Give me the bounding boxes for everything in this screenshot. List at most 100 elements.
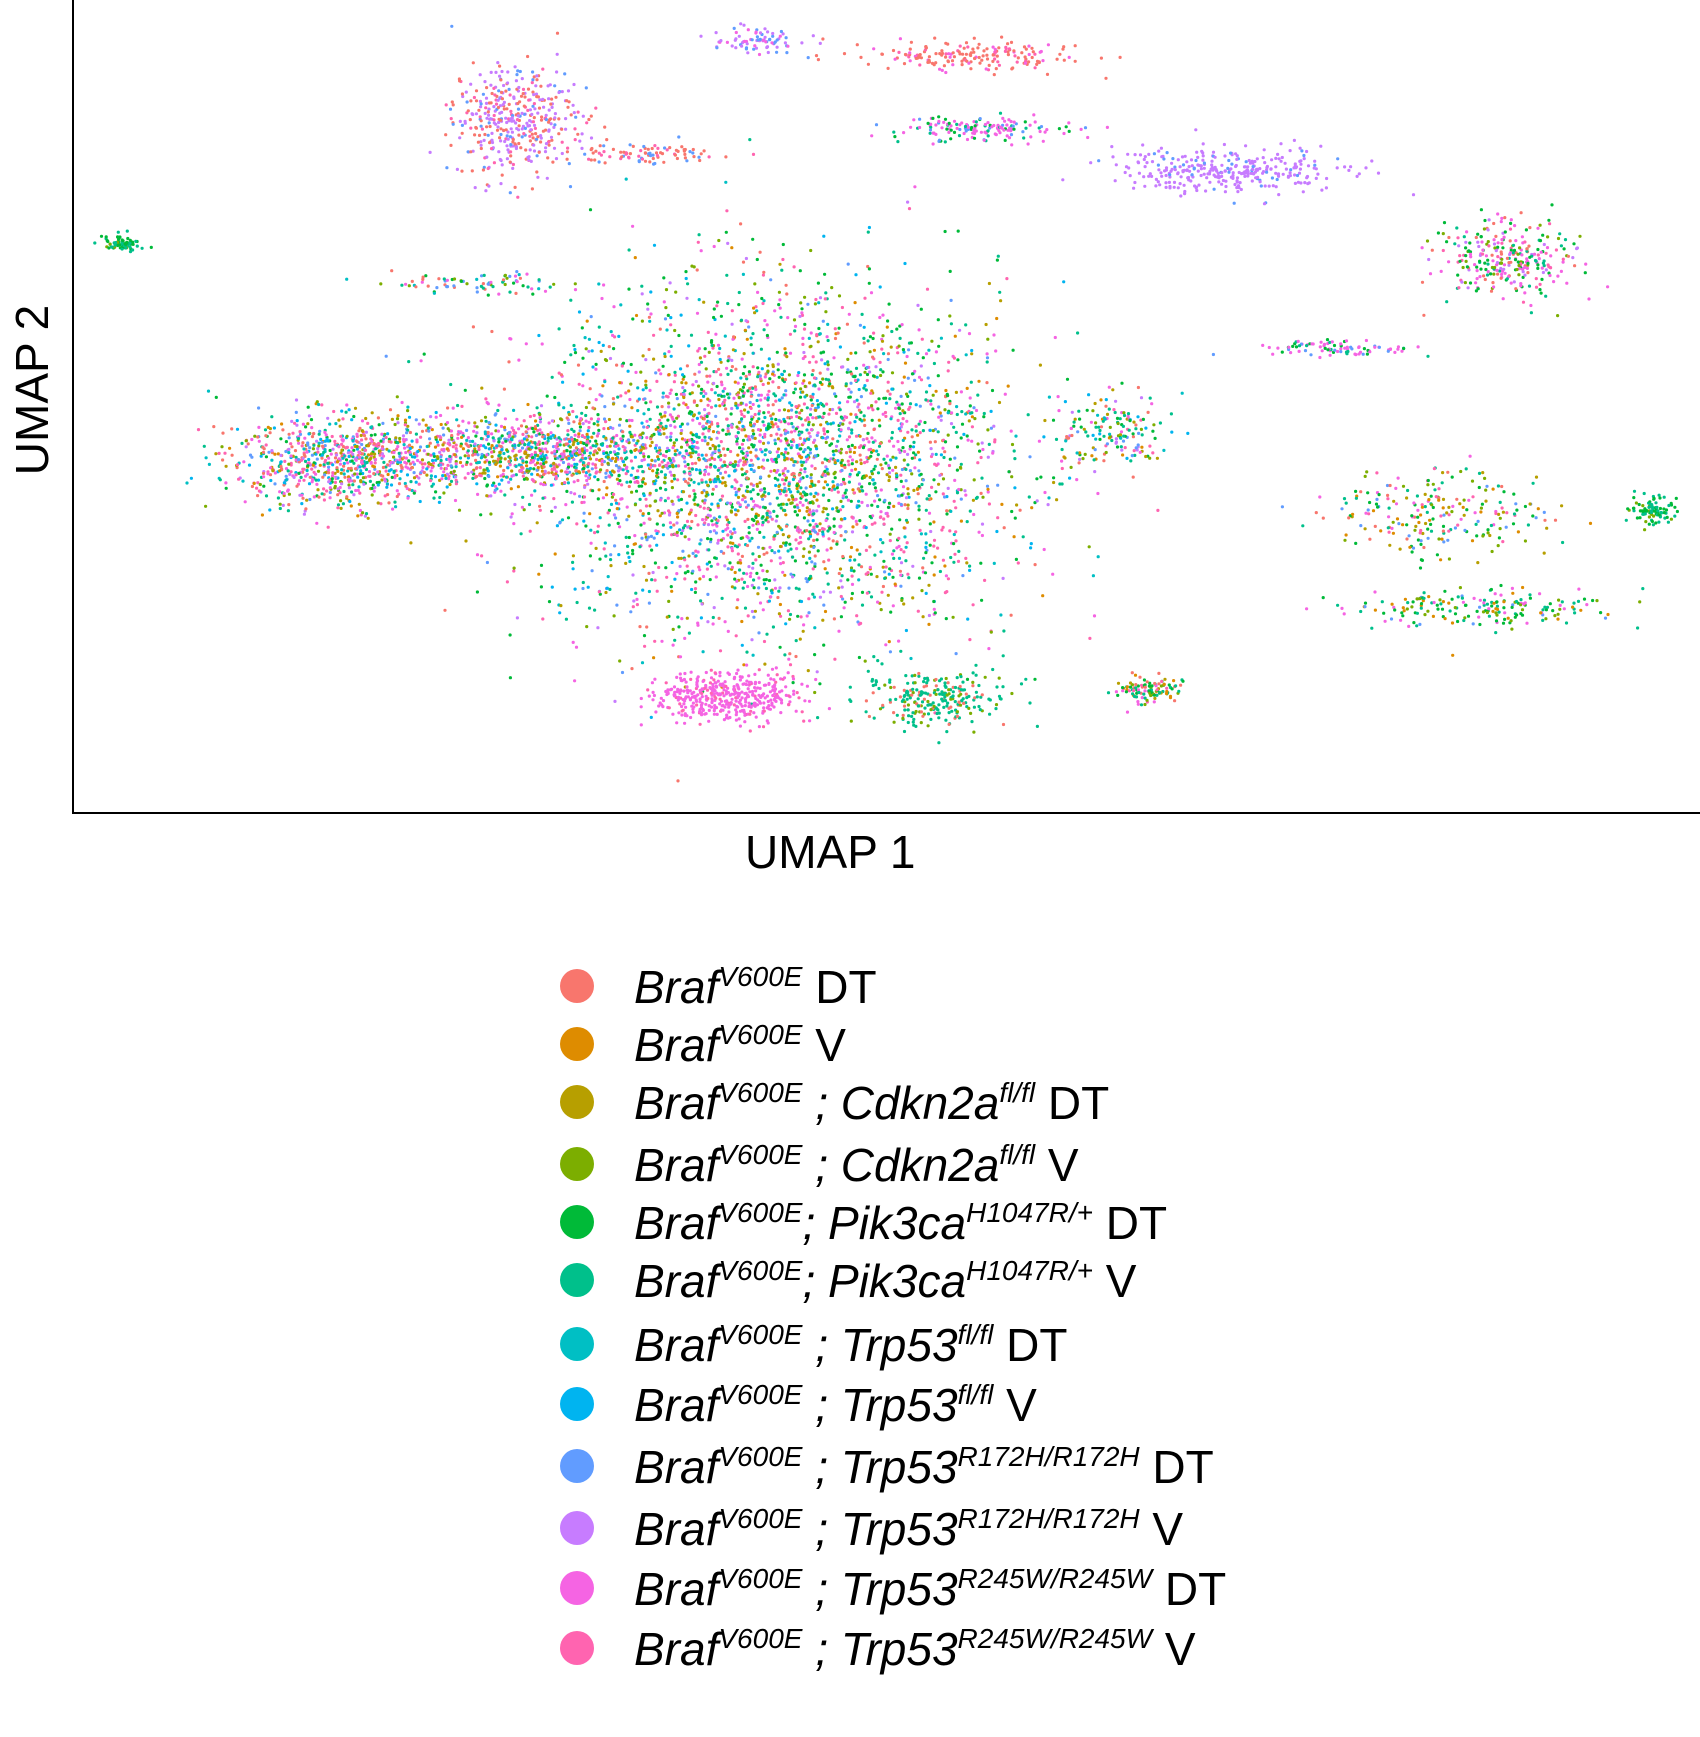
data-point (713, 391, 717, 395)
data-point (788, 332, 793, 336)
data-point (849, 412, 853, 416)
data-point (487, 474, 491, 479)
data-point (660, 460, 664, 464)
data-point (724, 180, 728, 184)
data-point (455, 449, 459, 453)
data-point (620, 483, 624, 487)
data-point (798, 528, 802, 532)
data-point (803, 322, 807, 326)
data-point (634, 370, 638, 374)
data-point (706, 592, 710, 597)
data-point (302, 512, 306, 516)
data-point (687, 344, 691, 348)
data-point (699, 616, 704, 620)
data-point (647, 601, 652, 605)
data-point (758, 439, 762, 443)
data-point (896, 418, 900, 422)
data-point (777, 484, 781, 488)
data-point (968, 396, 972, 400)
data-point (602, 427, 606, 431)
data-point (954, 430, 958, 434)
data-point (224, 486, 228, 490)
data-point (498, 460, 503, 464)
data-point (913, 466, 917, 470)
data-point (985, 484, 990, 488)
data-point (397, 482, 402, 486)
data-point (795, 486, 799, 491)
data-point (756, 290, 760, 294)
data-point (569, 298, 573, 302)
data-point (798, 269, 802, 273)
data-point (896, 351, 900, 355)
data-point (757, 465, 761, 470)
data-point (751, 499, 756, 503)
data-point (557, 371, 561, 375)
data-point (793, 329, 797, 333)
data-point (815, 447, 819, 451)
data-point (715, 384, 719, 389)
data-point (689, 677, 693, 682)
data-point (784, 524, 789, 528)
data-point (886, 514, 890, 518)
data-point (761, 497, 765, 501)
data-point (892, 504, 896, 508)
data-point (707, 350, 711, 354)
data-point (453, 453, 457, 457)
data-point (766, 458, 770, 462)
data-point (724, 432, 729, 436)
data-point (1047, 496, 1051, 500)
data-point (777, 549, 781, 553)
data-point (747, 372, 752, 376)
data-point (344, 458, 349, 462)
data-point (642, 521, 646, 525)
data-point (879, 510, 883, 514)
data-point (887, 471, 892, 475)
data-point (689, 333, 694, 337)
data-point (526, 285, 530, 289)
data-point (564, 503, 568, 507)
data-point (873, 553, 877, 557)
data-point (805, 457, 810, 461)
data-point (418, 499, 422, 504)
data-point (706, 403, 710, 407)
data-point (741, 260, 746, 264)
data-point (832, 524, 836, 528)
data-point (303, 436, 307, 440)
data-point (825, 483, 830, 487)
data-point (414, 432, 418, 436)
data-point (858, 453, 862, 457)
data-point (675, 397, 679, 401)
data-point (813, 564, 817, 569)
data-point (692, 399, 697, 403)
data-point (404, 450, 408, 455)
data-point (821, 493, 826, 497)
data-point (736, 463, 740, 468)
data-point (614, 456, 618, 461)
data-point (328, 422, 332, 426)
data-point (589, 541, 593, 545)
data-point (924, 541, 928, 545)
data-point (367, 470, 372, 474)
data-point (473, 442, 477, 446)
data-point (580, 326, 584, 330)
data-point (739, 222, 743, 226)
data-point (840, 416, 844, 420)
data-point (807, 537, 811, 541)
data-point (628, 424, 632, 428)
data-point (882, 559, 886, 563)
data-point (423, 462, 427, 466)
data-point (507, 360, 511, 364)
data-point (805, 529, 809, 533)
data-point (445, 485, 449, 489)
data-point (838, 345, 843, 349)
data-point (811, 592, 815, 596)
data-point (699, 599, 703, 603)
data-point (784, 541, 788, 545)
data-point (535, 521, 539, 525)
data-point (572, 449, 577, 453)
data-point (749, 390, 753, 394)
data-point (743, 365, 747, 369)
data-point (917, 375, 922, 379)
data-point (624, 391, 628, 395)
data-point (625, 456, 629, 460)
